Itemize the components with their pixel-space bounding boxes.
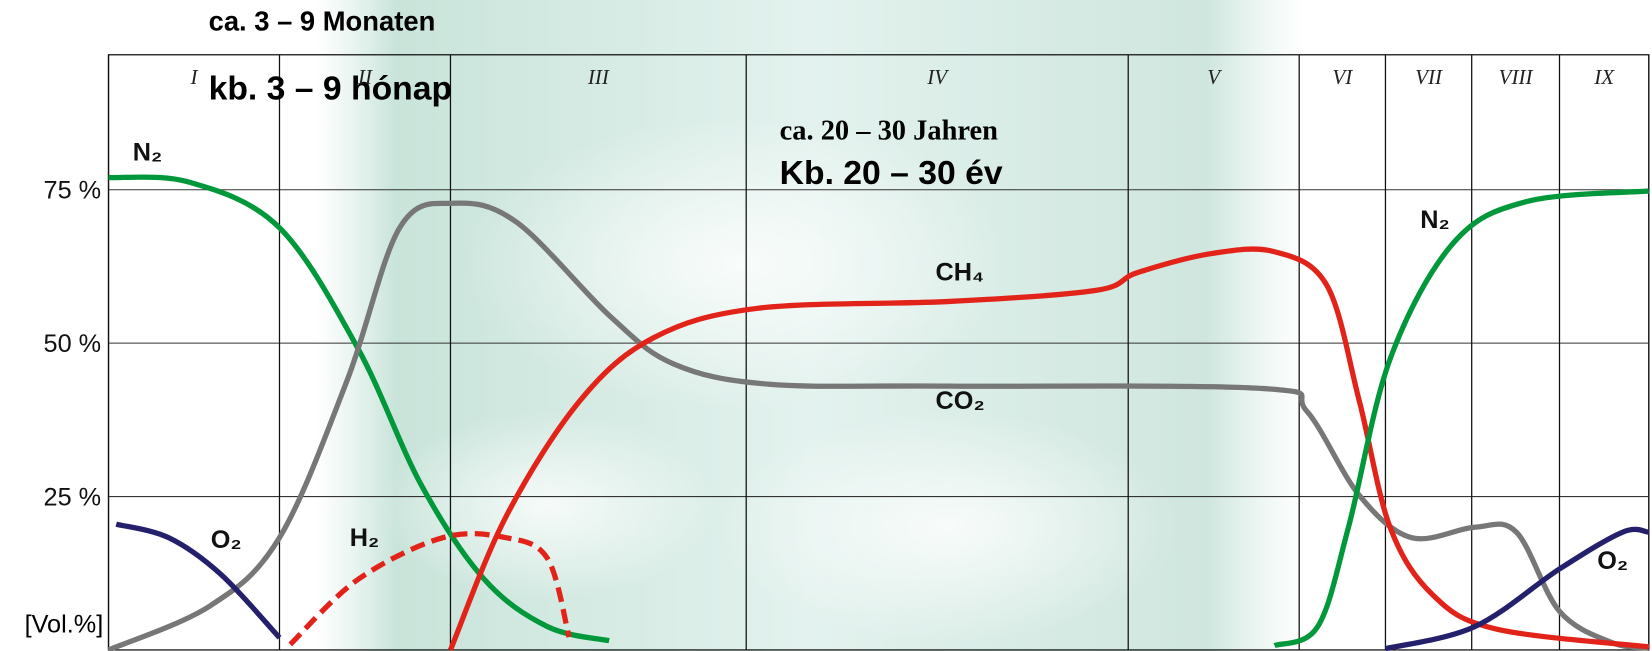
series-label: N₂ [133, 138, 162, 166]
y-tick-label: 50 % [44, 330, 102, 358]
series-label: N₂ [1420, 206, 1449, 234]
chart: ca. 3 – 9 Monaten kb. 3 – 9 hónap ca. 20… [0, 0, 1652, 651]
phase-label: VI [1332, 65, 1353, 89]
y-tick-label: 75 % [44, 177, 102, 205]
series-label: CO₂ [936, 387, 985, 415]
phase-label: IV [926, 65, 949, 89]
phase-label: III [587, 65, 610, 89]
annotation: ca. 20 – 30 Jahren [780, 115, 998, 146]
phase-label: IX [1593, 65, 1615, 89]
phase-label: II [357, 65, 373, 89]
annotation: ca. 3 – 9 Monaten [209, 5, 436, 36]
background-cloud [716, 411, 1180, 643]
series-line [116, 524, 279, 638]
background-cloud [379, 411, 716, 601]
annotation: kb. 3 – 9 hónap [209, 70, 453, 108]
page: {"chart_data": { "type": "line", "annota… [0, 0, 1652, 651]
y-axis-label: [Vol.%] [25, 610, 104, 638]
phase-label: VIII [1499, 65, 1534, 89]
phase-label: VII [1415, 65, 1443, 89]
series-label: O₂ [211, 526, 242, 554]
series-label: H₂ [350, 524, 379, 552]
phase-label: I [189, 65, 198, 89]
y-tick-label: 25 % [44, 483, 102, 511]
series-label: CH₄ [936, 259, 985, 287]
series-line [1275, 191, 1649, 646]
series-label: O₂ [1597, 547, 1628, 575]
annotation: Kb. 20 – 30 év [780, 154, 1003, 192]
phase-label: V [1207, 65, 1222, 89]
